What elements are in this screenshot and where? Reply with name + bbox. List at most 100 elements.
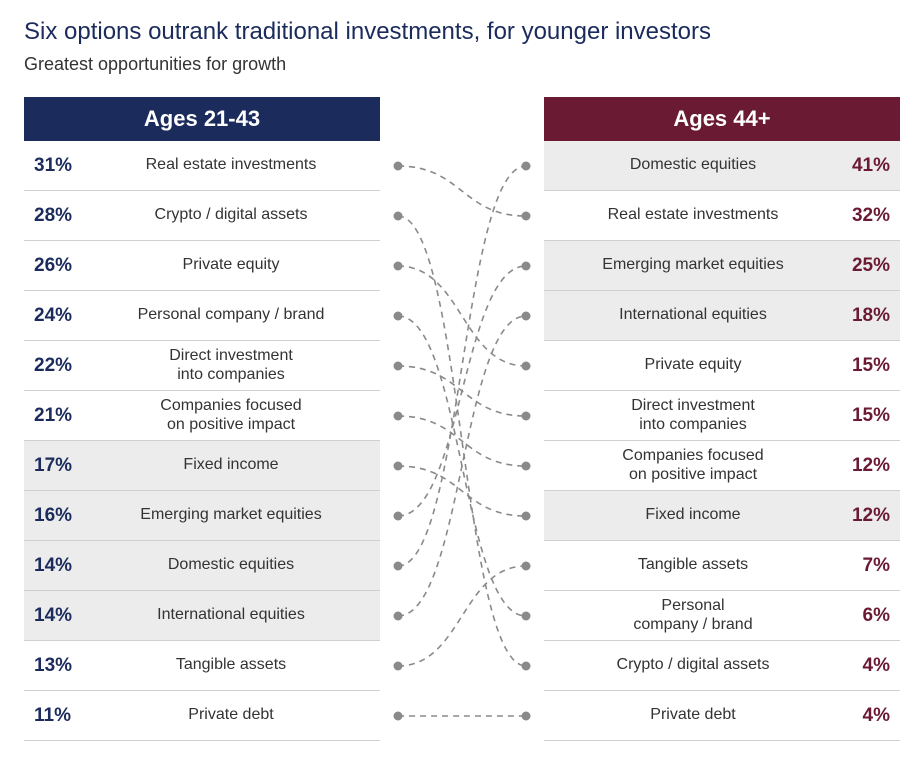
- connector-dot: [522, 612, 531, 621]
- connector-dot: [394, 712, 403, 721]
- pct-value: 18%: [832, 305, 890, 327]
- page-subtitle: Greatest opportunities for growth: [24, 54, 900, 75]
- connector-line: [398, 266, 526, 366]
- rank-label: Tangible assets: [554, 556, 832, 574]
- rank-label: Emerging market equities: [554, 256, 832, 274]
- pct-value: 11%: [34, 705, 92, 727]
- rank-label: Crypto / digital assets: [554, 656, 832, 674]
- rank-label: Domestic equities: [92, 556, 370, 574]
- rank-label: International equities: [554, 306, 832, 324]
- pct-value: 14%: [34, 605, 92, 627]
- rank-label: Private debt: [554, 706, 832, 724]
- connector-dot: [522, 212, 531, 221]
- connector-dot: [522, 162, 531, 171]
- connector-line: [398, 266, 526, 516]
- pct-value: 28%: [34, 205, 92, 227]
- rank-label: Crypto / digital assets: [92, 206, 370, 224]
- rank-label: Tangible assets: [92, 656, 370, 674]
- connector-dot: [522, 512, 531, 521]
- pct-value: 17%: [34, 455, 92, 477]
- connector-dot: [394, 262, 403, 271]
- right-header: Ages 44+: [544, 97, 900, 141]
- connector-dot: [394, 462, 403, 471]
- pct-value: 12%: [832, 455, 890, 477]
- rank-label: Direct investmentinto companies: [92, 347, 370, 384]
- pct-value: 4%: [832, 655, 890, 677]
- rank-label: Companies focusedon positive impact: [92, 397, 370, 434]
- rank-row: 22%Direct investmentinto companies: [24, 341, 380, 391]
- rank-label: Private equity: [92, 256, 370, 274]
- pct-value: 14%: [34, 555, 92, 577]
- connector-line: [398, 316, 526, 616]
- pct-value: 24%: [34, 305, 92, 327]
- connector-dot: [522, 462, 531, 471]
- rank-label: Real estate investments: [92, 156, 370, 174]
- connector-line: [398, 316, 526, 616]
- left-column: Ages 21-43 31%Real estate investments 28%…: [24, 97, 380, 741]
- rank-label: Private equity: [554, 356, 832, 374]
- rank-row: Private debt4%: [544, 691, 900, 741]
- connector-dot: [522, 412, 531, 421]
- rank-label: Private debt: [92, 706, 370, 724]
- connector-line: [398, 466, 526, 516]
- pct-value: 13%: [34, 655, 92, 677]
- connector-line: [398, 416, 526, 466]
- pct-value: 15%: [832, 405, 890, 427]
- pct-value: 32%: [832, 205, 890, 227]
- pct-value: 4%: [832, 705, 890, 727]
- connector-dot: [522, 262, 531, 271]
- rank-row: Private equity15%: [544, 341, 900, 391]
- rank-label: Fixed income: [554, 506, 832, 524]
- rank-row: Direct investmentinto companies15%: [544, 391, 900, 441]
- rank-label: Personal company / brand: [92, 306, 370, 324]
- right-column: Ages 44+ Domestic equities41%Real estate…: [544, 97, 900, 741]
- pct-value: 21%: [34, 405, 92, 427]
- pct-value: 15%: [832, 355, 890, 377]
- rank-label: Real estate investments: [554, 206, 832, 224]
- rank-row: Fixed income12%: [544, 491, 900, 541]
- connector-dot: [394, 562, 403, 571]
- connector-dot: [522, 362, 531, 371]
- rank-row: Real estate investments32%: [544, 191, 900, 241]
- pct-value: 26%: [34, 255, 92, 277]
- connector-dot: [394, 212, 403, 221]
- left-header: Ages 21-43: [24, 97, 380, 141]
- pct-value: 22%: [34, 355, 92, 377]
- rank-row: 13%Tangible assets: [24, 641, 380, 691]
- connector-line: [398, 366, 526, 416]
- connector-line: [398, 566, 526, 666]
- pct-value: 6%: [832, 605, 890, 627]
- slope-chart: Ages 21-43 31%Real estate investments28%…: [24, 97, 900, 757]
- pct-value: 7%: [832, 555, 890, 577]
- rank-row: 24%Personal company / brand: [24, 291, 380, 341]
- connector-dot: [394, 512, 403, 521]
- rank-label: International equities: [92, 606, 370, 624]
- connector-dot: [394, 612, 403, 621]
- rank-row: Companies focusedon positive impact12%: [544, 441, 900, 491]
- rank-row: Emerging market equities25%: [544, 241, 900, 291]
- rank-row: 21%Companies focusedon positive impact: [24, 391, 380, 441]
- rank-row: 14%International equities: [24, 591, 380, 641]
- pct-value: 25%: [832, 255, 890, 277]
- connector-line: [398, 216, 526, 666]
- connector-dot: [394, 162, 403, 171]
- pct-value: 12%: [832, 505, 890, 527]
- connector-line: [398, 166, 526, 566]
- rank-row: 26%Private equity: [24, 241, 380, 291]
- connector-dot: [522, 662, 531, 671]
- pct-value: 31%: [34, 155, 92, 177]
- connector-dot: [394, 412, 403, 421]
- connector-dot: [522, 712, 531, 721]
- connector-dot: [394, 362, 403, 371]
- rank-row: Tangible assets7%: [544, 541, 900, 591]
- rank-row: International equities18%: [544, 291, 900, 341]
- page-title: Six options outrank traditional investme…: [24, 18, 900, 46]
- rank-row: 28%Crypto / digital assets: [24, 191, 380, 241]
- connector-dot: [522, 312, 531, 321]
- pct-value: 16%: [34, 505, 92, 527]
- rank-row: 17%Fixed income: [24, 441, 380, 491]
- rank-row: 11%Private debt: [24, 691, 380, 741]
- rank-row: Crypto / digital assets4%: [544, 641, 900, 691]
- rank-label: Fixed income: [92, 456, 370, 474]
- rank-row: Domestic equities41%: [544, 141, 900, 191]
